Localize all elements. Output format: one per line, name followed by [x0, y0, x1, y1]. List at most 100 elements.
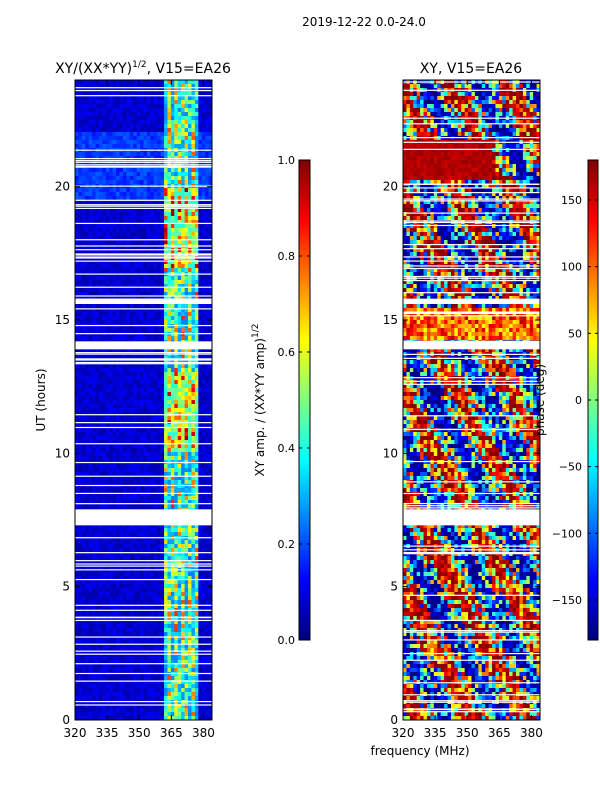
heatmap-cell — [126, 448, 131, 453]
heatmap-cell — [88, 452, 93, 457]
heatmap-cell — [205, 424, 209, 429]
heatmap-cell — [95, 372, 100, 377]
heatmap-cell — [194, 552, 199, 557]
heatmap-cell — [191, 232, 196, 237]
heatmap-cell — [194, 308, 199, 313]
heatmap-cell — [184, 280, 189, 285]
heatmap-cell — [201, 484, 206, 489]
heatmap-cell — [181, 560, 185, 565]
heatmap-cell — [78, 324, 83, 329]
heatmap-cell — [136, 540, 141, 545]
heatmap-cell — [143, 572, 148, 577]
heatmap-cell — [95, 316, 100, 321]
heatmap-cell — [198, 336, 203, 341]
heatmap-cell — [188, 500, 192, 505]
heatmap-cell — [75, 464, 79, 469]
heatmap-cell — [126, 328, 131, 333]
heatmap-cell — [164, 288, 168, 293]
heatmap-cell — [126, 424, 131, 429]
heatmap-cell — [181, 388, 185, 393]
heatmap-cell — [112, 388, 117, 393]
heatmap-cell — [167, 108, 172, 113]
heatmap-cell — [75, 92, 79, 97]
heatmap-cell — [119, 280, 124, 285]
heatmap-cell — [181, 396, 185, 401]
heatmap-cell — [205, 168, 209, 173]
heatmap-cell — [75, 572, 79, 577]
heatmap-cell — [181, 152, 185, 157]
heatmap-cell — [174, 556, 179, 561]
heatmap-cell — [174, 552, 179, 557]
heatmap-cell — [164, 264, 168, 269]
heatmap-cell — [105, 188, 110, 193]
heatmap-cell — [81, 328, 86, 333]
heatmap-cell — [146, 528, 151, 533]
heatmap-cell — [126, 392, 131, 397]
heatmap-cell — [112, 492, 117, 497]
heatmap-cell — [170, 324, 175, 329]
heatmap-cell — [140, 116, 144, 121]
heatmap-cell — [174, 260, 179, 265]
heatmap-cell — [184, 116, 189, 121]
heatmap-cell — [88, 264, 93, 269]
heatmap-cell — [164, 172, 168, 177]
heatmap-cell — [153, 84, 158, 89]
heatmap-cell — [129, 392, 134, 397]
heatmap-cell — [75, 168, 79, 173]
heatmap-cell — [164, 400, 168, 405]
heatmap-cell — [205, 504, 209, 509]
heatmap-cell — [112, 372, 117, 377]
heatmap-cell — [150, 168, 155, 173]
heatmap-cell — [112, 504, 117, 509]
heatmap-cell — [150, 428, 155, 433]
heatmap-cell — [98, 180, 103, 185]
heatmap-cell — [201, 200, 206, 205]
heatmap-cell — [112, 436, 117, 441]
heatmap-cell — [133, 196, 138, 201]
heatmap-cell — [188, 280, 192, 285]
heatmap-cell — [140, 124, 144, 129]
heatmap-cell — [150, 392, 155, 397]
heatmap-cell — [160, 276, 165, 281]
heatmap-cell — [146, 372, 151, 377]
heatmap-cell — [109, 572, 114, 577]
heatmap-cell — [184, 172, 189, 177]
heatmap-cell — [112, 540, 117, 545]
heatmap-cell — [150, 152, 155, 157]
heatmap-cell — [140, 468, 144, 473]
heatmap-cell — [119, 276, 124, 281]
heatmap-cell — [164, 220, 168, 225]
heatmap-cell — [92, 336, 96, 341]
heatmap-cell — [140, 260, 144, 265]
heatmap-cell — [160, 304, 165, 309]
heatmap-cell — [153, 284, 158, 289]
heatmap-cell — [126, 188, 131, 193]
heatmap-cell — [177, 484, 182, 489]
heatmap-cell — [143, 220, 148, 225]
heatmap-cell — [150, 368, 155, 373]
heatmap-cell — [194, 488, 199, 493]
heatmap-cell — [157, 288, 162, 293]
heatmap-cell — [81, 472, 86, 477]
heatmap-cell — [167, 552, 172, 557]
heatmap-cell — [208, 236, 213, 241]
heatmap-cell — [205, 212, 209, 217]
heatmap-cell — [191, 116, 196, 121]
heatmap-cell — [143, 428, 148, 433]
heatmap-cell — [153, 408, 158, 413]
heatmap-cell — [205, 348, 209, 353]
heatmap-cell — [92, 152, 96, 157]
heatmap-cell — [116, 276, 120, 281]
heatmap-cell — [201, 524, 206, 529]
heatmap-cell — [201, 228, 206, 233]
heatmap-cell — [85, 392, 90, 397]
heatmap-cell — [150, 228, 155, 233]
heatmap-cell — [146, 464, 151, 469]
heatmap-cell — [201, 176, 206, 181]
heatmap-cell — [170, 144, 175, 149]
heatmap-cell — [160, 376, 165, 381]
heatmap-cell — [112, 488, 117, 493]
heatmap-cell — [88, 232, 93, 237]
heatmap-cell — [198, 96, 203, 101]
heatmap-cell — [129, 492, 134, 497]
